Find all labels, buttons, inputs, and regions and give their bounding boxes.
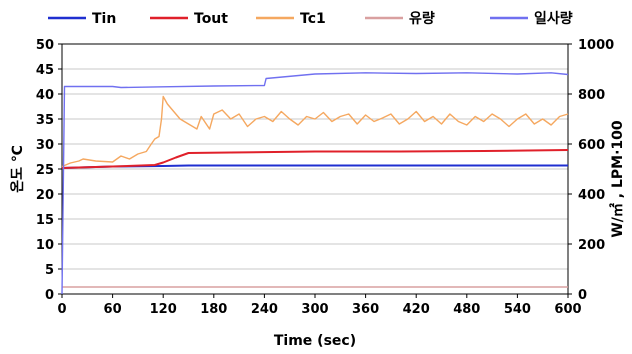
legend-label: Tin xyxy=(92,11,116,27)
gridlines xyxy=(62,68,568,270)
y-left-tick-label: 30 xyxy=(36,138,54,153)
x-tick-label: 300 xyxy=(301,302,328,317)
y-left-tick-label: 45 xyxy=(36,63,54,78)
y-left-tick-label: 5 xyxy=(45,263,54,278)
x-tick-label: 360 xyxy=(352,302,379,317)
legend-label: Tout xyxy=(194,11,228,27)
series-line-2 xyxy=(61,95,569,168)
x-tick-label: 60 xyxy=(104,302,122,317)
x-tick-label: 540 xyxy=(504,302,531,317)
legend-label: 일사량 xyxy=(534,11,573,27)
y-left-tick-label: 50 xyxy=(36,38,54,53)
y-left-tick-label: 35 xyxy=(36,113,54,128)
y-right-tick-label: 400 xyxy=(578,188,605,203)
y-left-tick-label: 15 xyxy=(36,213,54,228)
x-tick-label: 240 xyxy=(251,302,278,317)
x-tick-label: 120 xyxy=(150,302,177,317)
y-right-tick-label: 600 xyxy=(578,138,605,153)
x-tick-label: 0 xyxy=(57,302,66,317)
x-tick-label: 420 xyxy=(403,302,430,317)
legend-label: 유량 xyxy=(409,11,435,27)
x-tick-label: 600 xyxy=(554,302,581,317)
y-left-tick-label: 10 xyxy=(36,238,54,253)
y-right-tick-label: 200 xyxy=(578,238,605,253)
y-left-tick-label: 40 xyxy=(36,88,54,103)
x-tick-label: 480 xyxy=(453,302,480,317)
y-right-tick-label: 1000 xyxy=(578,38,614,53)
y-right-tick-label: 800 xyxy=(578,88,605,103)
x-axis-title: Time (sec) xyxy=(274,333,356,349)
y-axis-left-title: 온도 ℃ xyxy=(10,145,26,193)
y-axis-right-title: W/㎡ , LPM·100 xyxy=(609,120,626,238)
y-right-tick-label: 0 xyxy=(578,288,587,303)
legend: Tin Tout Tc1 유량 일사량 xyxy=(48,11,573,27)
x-tick-label: 180 xyxy=(200,302,227,317)
series-lines xyxy=(61,72,569,295)
legend-label: Tc1 xyxy=(300,11,326,27)
y-left-tick-label: 20 xyxy=(36,188,54,203)
series-line-1 xyxy=(61,149,569,169)
y-left-tick-label: 25 xyxy=(36,163,54,178)
y-left-tick-label: 0 xyxy=(45,288,54,303)
series-line-4 xyxy=(61,72,569,295)
